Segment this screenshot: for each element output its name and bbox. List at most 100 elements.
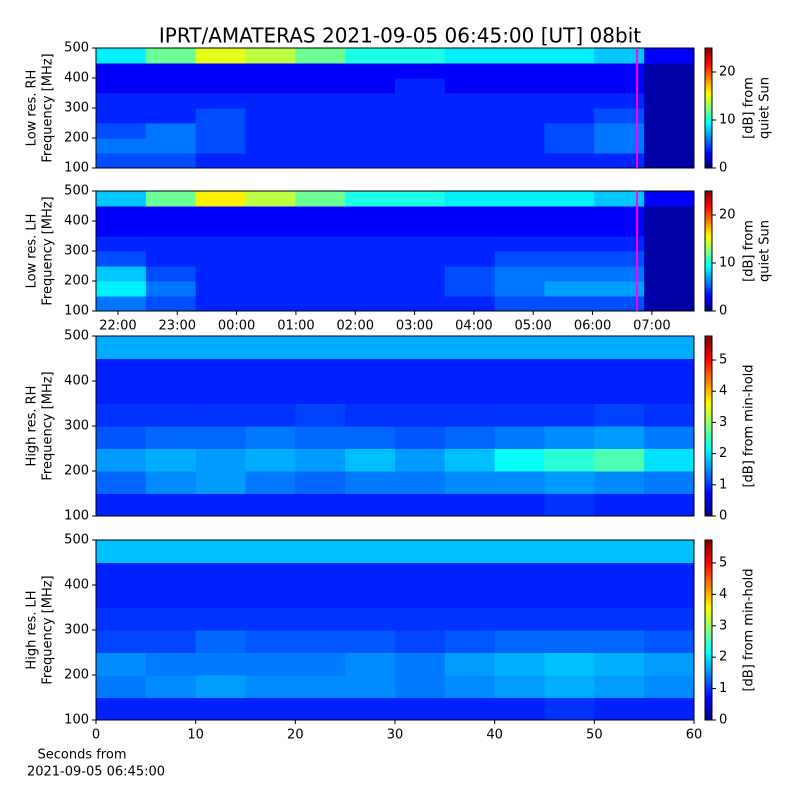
heatmap-cell (494, 493, 545, 517)
colorbar-segment (705, 275, 712, 278)
heatmap-cell (345, 236, 396, 252)
heatmap-cell (295, 675, 346, 698)
x-tick-label: 20 (287, 728, 304, 743)
heatmap-cell (444, 630, 496, 653)
heatmap-cell (644, 448, 695, 472)
heatmap-cell (544, 153, 595, 169)
heatmap-cell (145, 191, 197, 207)
colorbar-segment (705, 132, 712, 135)
heatmap-cell (295, 123, 346, 139)
heatmap-cell (345, 652, 396, 676)
heatmap-cell (96, 471, 147, 494)
colorbar-segment (705, 233, 712, 236)
colorbar-segment (705, 74, 712, 77)
colorbar-segment (705, 140, 712, 143)
colorbar-segment (705, 354, 712, 358)
x-tick-label: 10 (187, 728, 204, 743)
heatmap-cell (96, 697, 147, 721)
heatmap-cell (444, 266, 496, 282)
colorbar-segment (705, 146, 712, 149)
heatmap-cell (395, 138, 446, 154)
heatmap-cell (345, 493, 396, 517)
colorbar-segment (705, 423, 712, 427)
heatmap-cell (644, 123, 695, 139)
heatmap-cell (295, 448, 346, 472)
colorbar-segment (705, 291, 712, 294)
heatmap-cell (544, 336, 595, 359)
colorbar-segment (705, 116, 712, 119)
heatmap-cell (96, 381, 147, 404)
heatmap-cell (494, 63, 545, 79)
heatmap-cell (295, 493, 346, 517)
heatmap-cell (395, 296, 446, 312)
heatmap-cell (544, 191, 595, 207)
colorbar-segment (705, 197, 712, 200)
heatmap-cell (395, 191, 446, 207)
colorbar-segment (705, 612, 712, 616)
heatmap-cell (195, 153, 246, 169)
heatmap-cell (444, 585, 496, 608)
y-tick-label: 100 (64, 304, 89, 319)
colorbar-segment (705, 253, 712, 256)
colorbar-segment (705, 639, 712, 643)
colorbar-segment (705, 211, 712, 214)
heatmap-cell (295, 471, 346, 494)
heatmap-cell (594, 562, 645, 586)
heatmap-cell (444, 296, 496, 312)
heatmap-cell (494, 108, 545, 124)
colorbar-segment (705, 259, 712, 262)
heatmap-cell (245, 236, 296, 252)
heatmap-cell (594, 426, 645, 449)
colorbar-segment (705, 48, 712, 51)
colorbar-segment (705, 245, 712, 248)
colorbar-segment (705, 642, 712, 646)
heatmap-cell (395, 251, 446, 267)
heatmap-cell (195, 540, 246, 563)
heatmap-cell (245, 108, 296, 124)
y-tick-label: 100 (64, 161, 89, 176)
colorbar-tick-label: 0 (719, 509, 727, 524)
y-tick-label: 100 (64, 509, 89, 524)
colorbar-segment (705, 369, 712, 373)
colorbar-tick-label: 0 (719, 304, 727, 319)
colorbar-segment (705, 213, 712, 216)
heatmap-cell (644, 93, 695, 109)
colorbar-segment (705, 205, 712, 208)
colorbar-segment (705, 459, 712, 463)
heatmap-cell (444, 697, 496, 721)
colorbar-segment (705, 363, 712, 367)
heatmap-cell (345, 607, 396, 631)
colorbar-segment (705, 444, 712, 448)
heatmap-cell (644, 607, 695, 631)
heatmap-cell (444, 123, 496, 139)
colorbar-segment (705, 597, 712, 601)
colorbar-segment (705, 549, 712, 553)
heatmap-cell (494, 191, 545, 207)
colorbar-segment (705, 429, 712, 433)
colorbar-segment (705, 399, 712, 403)
heatmap-cell (594, 266, 645, 282)
heatmap-cell (544, 585, 595, 608)
colorbar-segment (705, 144, 712, 147)
heatmap-cell (644, 153, 695, 169)
colorbar-segment (705, 241, 712, 244)
heatmap-cell (96, 296, 147, 312)
colorbar-frame (704, 190, 713, 312)
heatmap-cell (295, 191, 346, 207)
heatmap-cell (494, 403, 545, 427)
heatmap-cell (444, 652, 496, 676)
heatmap-cell (295, 153, 346, 169)
heatmap-cell (594, 607, 645, 631)
heatmap-cell (395, 585, 446, 608)
heatmap-cell (96, 206, 147, 222)
colorbar-segment (705, 366, 712, 370)
heatmap-cell (245, 48, 296, 64)
heatmap-cell (145, 607, 197, 631)
heatmap-cell (96, 403, 147, 427)
colorbar-segment (705, 237, 712, 240)
heatmap-cell (644, 630, 695, 653)
colorbar-segment (705, 126, 712, 129)
y-axis-label: Frequency [MHz] (41, 371, 56, 480)
colorbar-segment (705, 60, 712, 63)
heatmap-cell (96, 236, 147, 252)
